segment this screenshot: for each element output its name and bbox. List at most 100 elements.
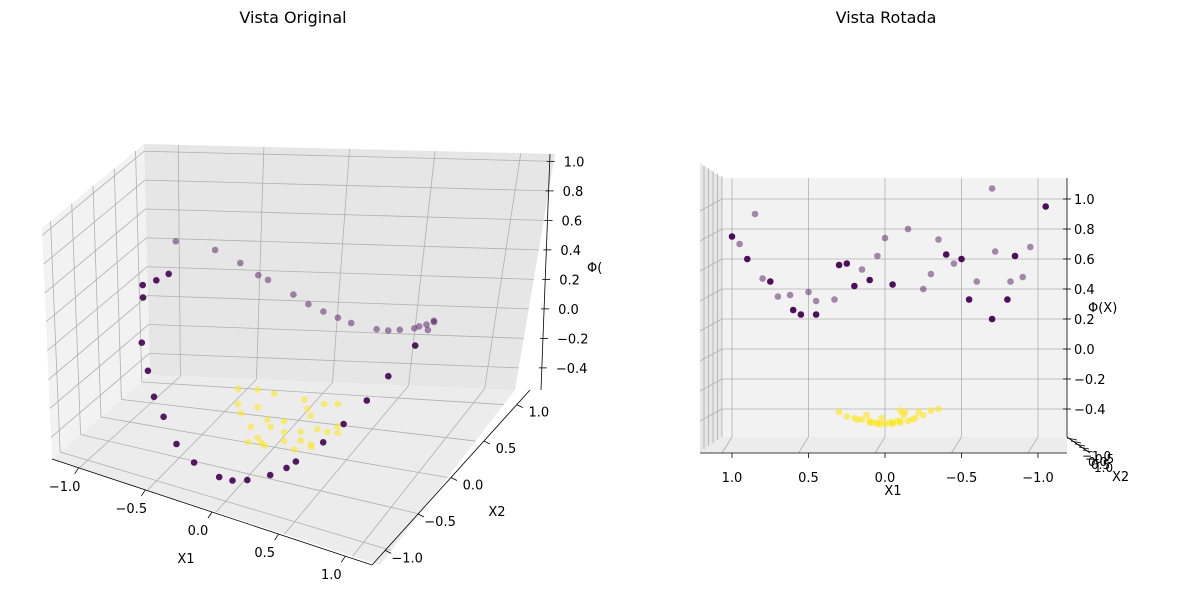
left-back-grid-horizontal [146, 237, 539, 251]
right-plot-floor-pane [700, 437, 1067, 453]
right-x1-tick-label: 0.5 [798, 471, 819, 486]
left-scatter-point [373, 325, 380, 333]
left-x1-tick-label: −0.5 [116, 502, 148, 517]
right-scatter-point [843, 260, 851, 267]
right-scatter-point [744, 255, 751, 263]
left-scatter-point [385, 372, 392, 380]
right-scatter-point [866, 276, 873, 284]
left-z-tick-label: 0.2 [559, 273, 580, 288]
right-scatter-point [1004, 296, 1011, 303]
left-scatter-point [244, 438, 252, 446]
right-z-tick-label: 0.2 [1074, 313, 1095, 328]
left-back-grid-vertical [332, 148, 350, 383]
left-back-grid-vertical [256, 146, 265, 380]
left-z-tick-label: 0.4 [560, 244, 581, 259]
right-z-tick-label: 0.4 [1074, 283, 1095, 298]
left-plot-gridlines [42, 144, 554, 557]
left-back-grid-horizontal [145, 208, 544, 221]
left-scatter-point [411, 325, 418, 332]
left-plot-ticks: −1.0 −0.5 0.0 0.5 1.0 −1.0 −0.5 0.0 0.5 1.0 −0.4 −0… [49, 155, 589, 583]
left-plot-floor-pane [52, 375, 515, 565]
left-back-grid-horizontal [147, 295, 529, 310]
right-scatter-point [854, 416, 861, 423]
right-x2-tick-mark [1082, 449, 1094, 453]
left-plot-back-pane [144, 144, 555, 390]
left-scatter-point [307, 412, 315, 420]
right-scatter-point [1027, 243, 1034, 251]
left-scatter-point [415, 323, 423, 330]
right-3d-scatter-plot: Vista Rotada 1.0 0.5 0.0 −0.5 −1.0−0.4−0.20.… [699, 8, 1129, 499]
left-x1-tick-mark [74, 467, 79, 475]
right-scatter-point [965, 296, 973, 303]
left-scatter-point [430, 318, 438, 326]
left-scatter-point [334, 400, 342, 408]
right-z-tick-label: −0.4 [1074, 403, 1106, 418]
left-x1-tick-mark [274, 533, 279, 541]
left-x2-tick-mark [516, 404, 524, 408]
right-x2-tick-label: 1.0 [1094, 461, 1113, 475]
right-floor-grid [874, 436, 886, 454]
right-plot-gridlines [699, 166, 1067, 454]
left-x1-tick-label: 0.5 [254, 546, 275, 561]
right-scatter-point [774, 293, 782, 300]
right-x2-tick-label: 0.5 [1091, 458, 1110, 472]
left-plot-z-axis-label: Φ( [587, 261, 602, 276]
left-floor-grid-x2 [121, 399, 476, 442]
right-scatter-point [909, 416, 916, 423]
left-scatter-point [234, 400, 242, 408]
left-x1-tick-label: 0.0 [188, 524, 209, 539]
right-scatter-point [812, 311, 820, 318]
left-scatter-point [320, 308, 327, 315]
right-scatter-point [1007, 278, 1014, 285]
left-scatter-point [234, 385, 242, 393]
left-scatter-point [280, 429, 288, 436]
right-scatter-point [901, 408, 909, 416]
left-scatter-point [139, 294, 147, 301]
left-scatter-point [267, 423, 275, 431]
right-floor-grid [721, 436, 733, 454]
left-back-grid-horizontal [148, 324, 524, 339]
right-x1-tick-label: −0.5 [946, 471, 978, 486]
left-side-grid-vertical [113, 168, 122, 400]
left-back-grid-vertical [484, 153, 522, 389]
left-back-grid-vertical [177, 144, 181, 377]
right-scatter-point [878, 414, 886, 422]
right-scatter-point [858, 266, 866, 273]
right-scatter-point [988, 315, 996, 323]
left-z-tick-label: 0.8 [563, 185, 584, 200]
left-x1-tick-mark [141, 489, 146, 497]
left-scatter-point [411, 342, 419, 349]
left-scatter-point [347, 319, 355, 327]
left-back-grid-horizontal [144, 150, 554, 162]
right-scatter-point [786, 291, 794, 299]
left-scatter-point [150, 393, 158, 401]
right-scatter-point [927, 407, 935, 414]
right-x2-tick-label: 0.0 [1088, 455, 1107, 469]
left-floor-grid-x2 [100, 416, 448, 478]
left-scatter-point [139, 281, 146, 289]
left-back-grid-horizontal [149, 352, 519, 369]
left-scatter-point [340, 420, 347, 428]
left-scatter-point [430, 317, 438, 325]
left-scatter-point [423, 321, 430, 328]
left-x2-tick-mark [417, 513, 425, 518]
left-plot-points [138, 238, 438, 484]
left-x2-tick-mark [483, 440, 491, 445]
right-scatter-point [988, 185, 996, 192]
left-scatter-point [261, 442, 268, 450]
right-floor-grid [1027, 436, 1039, 454]
right-z-tick-label: −0.2 [1074, 373, 1106, 388]
left-scatter-point [264, 416, 271, 424]
right-x2-tick-mark [1066, 437, 1078, 441]
left-x2-tick-label: −1.0 [391, 551, 423, 566]
left-floor-grid-x1 [352, 388, 485, 557]
left-scatter-point [165, 270, 172, 278]
right-scatter-point [950, 260, 958, 267]
left-scatter-point [292, 458, 300, 465]
left-x1-tick-mark [341, 555, 346, 563]
left-scatter-point [304, 405, 311, 413]
left-z-tick-label: −0.4 [556, 362, 588, 377]
right-x2-tick-mark [1078, 446, 1090, 450]
right-x2-tick-label: −0.5 [1085, 452, 1114, 466]
